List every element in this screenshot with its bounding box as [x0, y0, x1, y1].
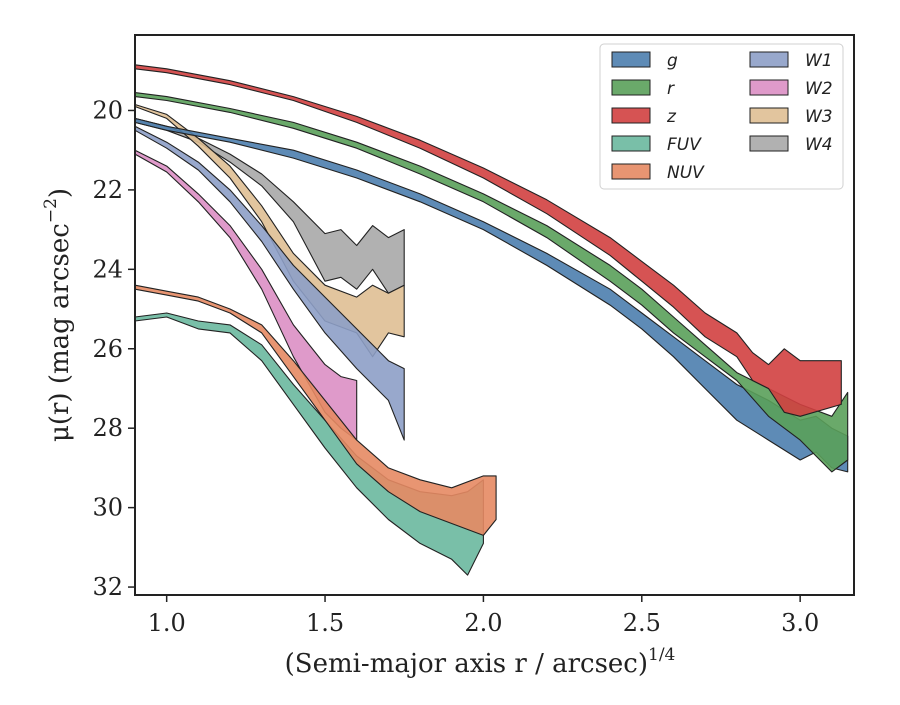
band-z [134, 64, 842, 417]
y-tick-label: 28 [92, 414, 123, 442]
data-bands [134, 64, 849, 576]
band-w1 [134, 125, 405, 441]
x-tick-label: 3.0 [781, 609, 819, 637]
x-axis-label-text: (Semi-major axis r / arcsec) [285, 649, 648, 679]
x-axis-label-exponent: 1/4 [648, 645, 675, 665]
y-tick-label: 20 [92, 96, 123, 124]
y-axis: 20 22 24 26 28 30 32 [92, 96, 135, 601]
legend-swatch-fuv [611, 135, 651, 152]
x-tick-label: 1.0 [148, 609, 186, 637]
legend-swatch-w3 [749, 107, 789, 124]
band-r [134, 92, 849, 473]
y-tick-label: 22 [92, 176, 123, 204]
y-tick-label: 26 [92, 335, 123, 363]
legend-swatch-w1 [749, 51, 789, 68]
x-tick-label: 2.0 [464, 609, 502, 637]
legend-swatch-nuv [611, 163, 651, 180]
band-fuv [134, 312, 484, 576]
legend-swatch-z [611, 107, 651, 124]
y-axis-label-text: μ(r) (mag arcsec [45, 223, 75, 442]
legend-label-fuv: FUV [667, 135, 702, 155]
legend-swatch-w4 [749, 135, 789, 152]
legend-swatch-r [611, 79, 651, 96]
legend-swatch-w2 [749, 79, 789, 96]
y-axis-label-exponent: −2 [41, 198, 61, 223]
legend-label-w4: W4 [805, 135, 833, 155]
x-tick-label: 1.5 [306, 609, 344, 637]
plot-frame [134, 34, 855, 596]
y-tick-label: 32 [92, 573, 123, 601]
legend-label-g: g [667, 51, 678, 71]
legend-label-w1: W1 [805, 51, 833, 71]
y-axis-label-close: ) [45, 188, 75, 198]
band-nuv [134, 284, 497, 536]
legend-label-r: r [667, 79, 675, 99]
y-axis-label: μ(r) (mag arcsec−2) [41, 188, 75, 442]
legend-swatch-g [611, 51, 651, 68]
legend-label-w2: W2 [805, 79, 833, 99]
legend-label-nuv: NUV [667, 163, 705, 183]
legend: grz FUV NUV W1 W2 W3 W4 [599, 43, 844, 190]
x-axis-label: (Semi-major axis r / arcsec)1/4 [285, 645, 676, 679]
y-tick-label: 30 [92, 494, 123, 522]
legend-label-w3: W3 [805, 107, 833, 127]
x-tick-label: 2.5 [623, 609, 661, 637]
legend-label-z: z [666, 107, 677, 127]
band-w3 [134, 103, 405, 358]
x-axis: 1.0 1.5 2.0 2.5 3.0 [148, 595, 819, 637]
band-g [134, 117, 849, 473]
y-tick-label: 24 [92, 255, 123, 283]
